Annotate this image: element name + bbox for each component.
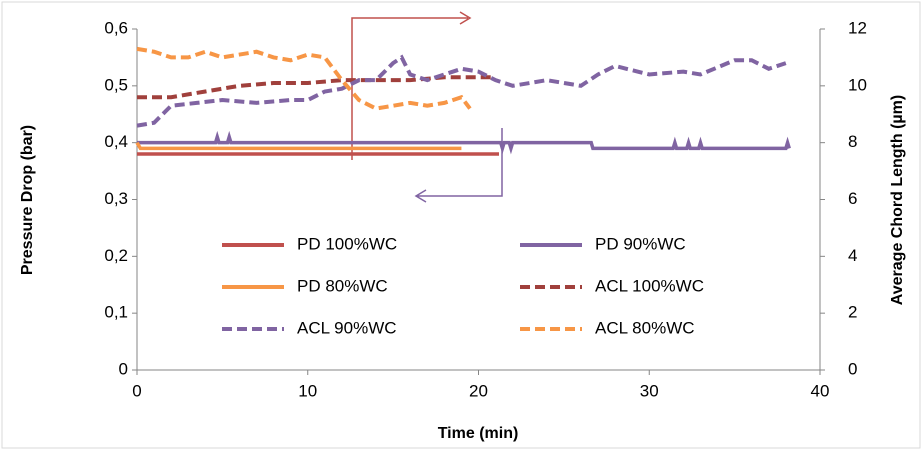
legend-label: ACL 90%WC <box>297 318 397 337</box>
series-line <box>135 141 462 151</box>
y2-tick-label: 12 <box>848 18 867 37</box>
series-line <box>137 75 496 100</box>
x-tick-label: 0 <box>132 381 141 400</box>
y-axis-title: Pressure Drop (bar) <box>19 125 36 275</box>
y2-axis-title: Average Chord Length (µm) <box>889 95 906 305</box>
y2-tick-label: 2 <box>848 303 857 322</box>
y-tick-label: 0,5 <box>104 75 128 94</box>
y-tick-label: 0,2 <box>104 246 128 265</box>
legend-label: ACL 80%WC <box>595 318 695 337</box>
arrow-left-axis <box>414 128 503 203</box>
legend-label: PD 80%WC <box>297 276 388 295</box>
x-tick-label: 40 <box>811 381 830 400</box>
y2-tick-label: 4 <box>848 246 857 265</box>
y2-tick-label: 6 <box>848 189 857 208</box>
y-tick-label: 0,4 <box>104 132 128 151</box>
y2-tick-label: 10 <box>848 75 867 94</box>
y-tick-label: 0,6 <box>104 18 128 37</box>
legend-label: PD 100%WC <box>297 234 397 253</box>
y2-tick-label: 8 <box>848 132 857 151</box>
y2-tick-label: 0 <box>848 359 857 378</box>
legend-label: PD 90%WC <box>595 234 686 253</box>
x-tick-label: 20 <box>469 381 488 400</box>
x-tick-label: 30 <box>640 381 659 400</box>
y-tick-label: 0,1 <box>104 303 128 322</box>
series-line <box>137 130 791 155</box>
series-line <box>136 54 787 128</box>
y-tick-label: 0 <box>119 359 128 378</box>
x-tick-label: 10 <box>298 381 317 400</box>
y-tick-label: 0,3 <box>104 189 128 208</box>
legend-label: ACL 100%WC <box>595 276 704 295</box>
arrow-right-axis <box>351 11 472 160</box>
x-axis-title: Time (min) <box>438 425 519 442</box>
